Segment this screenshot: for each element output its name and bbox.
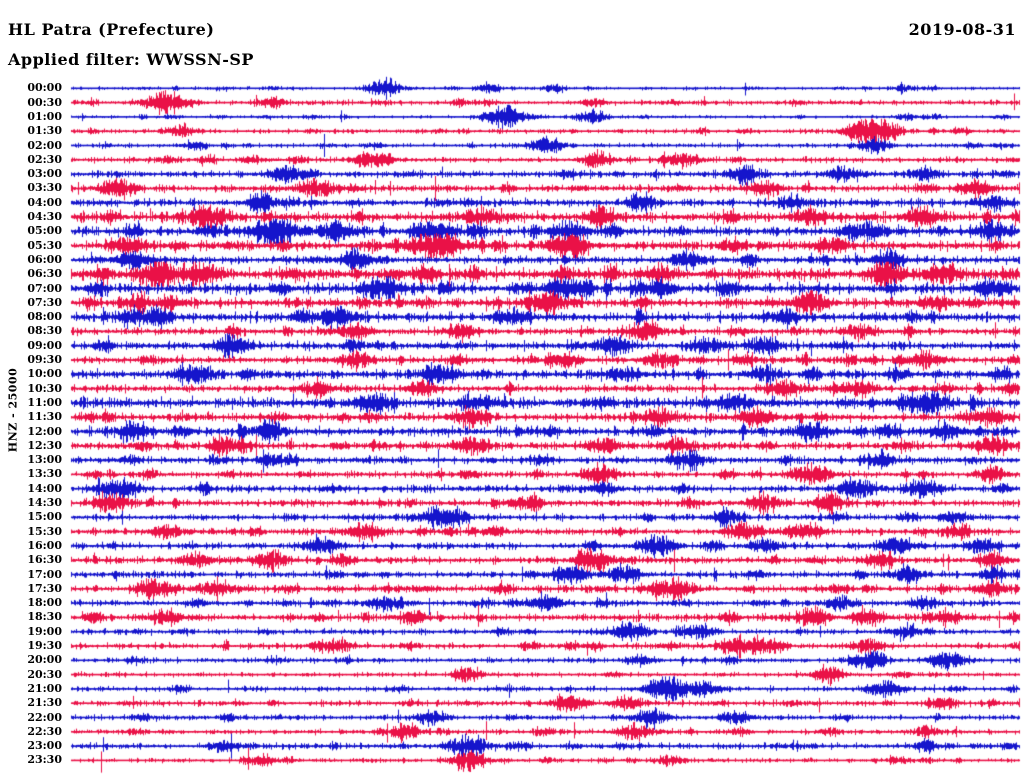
time-label: 18:00: [27, 596, 62, 610]
time-label: 08:00: [27, 310, 62, 324]
time-label: 18:30: [27, 610, 62, 624]
time-label: 14:30: [27, 496, 62, 509]
time-label: 13:00: [27, 453, 62, 467]
time-label: 10:00: [27, 367, 62, 381]
time-label: 14:00: [27, 481, 62, 495]
time-label: 09:30: [27, 353, 62, 366]
time-label: 17:30: [27, 581, 62, 595]
time-label: 10:30: [27, 381, 62, 395]
time-label: 23:00: [27, 739, 62, 753]
time-label: 04:00: [27, 195, 62, 209]
time-label: 17:00: [27, 567, 62, 581]
time-label: 03:00: [27, 167, 62, 181]
time-label: 22:00: [27, 710, 62, 724]
time-label: 21:00: [27, 681, 62, 695]
date-label: 2019-08-31: [908, 20, 1016, 39]
time-label: 21:30: [27, 696, 62, 710]
time-label: 20:00: [27, 653, 62, 667]
time-label: 22:30: [27, 724, 62, 738]
time-label: 07:00: [27, 281, 62, 295]
time-label: 06:30: [27, 267, 62, 281]
time-label: 11:30: [27, 410, 62, 424]
time-label: 04:30: [27, 210, 62, 223]
applied-filter-label: Applied filter: WWSSN-SP: [8, 50, 254, 69]
time-label: 20:30: [27, 667, 62, 681]
time-label: 19:30: [27, 639, 62, 652]
time-label: 13:30: [27, 467, 62, 481]
time-label: 16:00: [27, 538, 62, 552]
time-label: 15:00: [27, 510, 62, 524]
time-label: 15:30: [27, 524, 62, 538]
station-title: HL Patra (Prefecture): [8, 20, 215, 39]
time-label: 05:00: [27, 224, 62, 238]
time-label: 01:30: [27, 124, 62, 138]
time-label: 00:00: [27, 81, 62, 95]
time-label: 01:00: [27, 109, 62, 123]
time-label: 19:00: [27, 624, 62, 638]
time-label: 12:30: [27, 438, 62, 452]
time-label: 03:30: [27, 181, 62, 195]
time-label: 07:30: [27, 295, 62, 309]
time-label: 12:00: [27, 424, 62, 438]
time-label: 00:30: [27, 95, 62, 109]
time-label: 08:30: [27, 324, 62, 338]
time-label: 02:30: [27, 152, 62, 166]
time-label: 16:30: [27, 553, 62, 567]
time-label: 06:00: [27, 252, 62, 266]
time-label: 09:00: [27, 338, 62, 352]
time-label: 23:30: [27, 753, 62, 767]
time-label: 11:00: [27, 395, 62, 409]
time-label: 05:30: [27, 238, 62, 252]
time-label: 02:00: [27, 138, 62, 152]
